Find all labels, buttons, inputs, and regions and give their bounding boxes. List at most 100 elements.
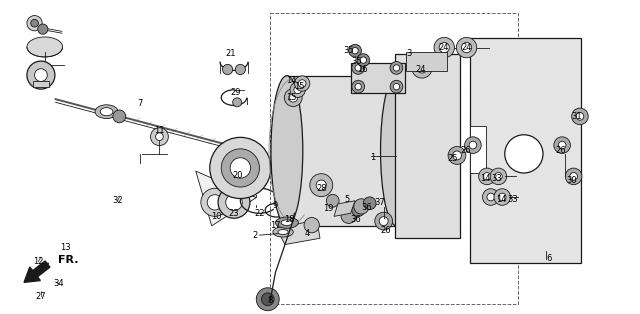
Circle shape xyxy=(221,149,259,187)
Text: 22: 22 xyxy=(254,209,265,218)
Text: 16: 16 xyxy=(356,65,367,74)
Circle shape xyxy=(256,288,279,311)
Text: 12: 12 xyxy=(33,257,44,266)
Circle shape xyxy=(439,42,449,53)
Ellipse shape xyxy=(271,76,303,226)
Circle shape xyxy=(236,64,246,74)
Text: 14: 14 xyxy=(481,174,491,183)
Circle shape xyxy=(352,62,365,74)
Circle shape xyxy=(304,218,319,233)
Text: 21: 21 xyxy=(225,49,236,58)
Circle shape xyxy=(490,168,507,185)
Text: 23: 23 xyxy=(228,209,239,218)
Text: 31: 31 xyxy=(571,112,582,121)
Circle shape xyxy=(375,212,392,230)
Text: 35: 35 xyxy=(344,46,354,55)
Text: 26: 26 xyxy=(380,226,391,235)
Circle shape xyxy=(494,189,511,205)
Text: 24: 24 xyxy=(438,43,449,52)
Circle shape xyxy=(150,128,168,146)
Polygon shape xyxy=(196,171,256,226)
Circle shape xyxy=(456,37,477,58)
Bar xyxy=(470,38,581,263)
Circle shape xyxy=(417,63,427,73)
Circle shape xyxy=(483,189,499,205)
Circle shape xyxy=(261,293,274,306)
Text: 36: 36 xyxy=(350,215,361,224)
Text: 17: 17 xyxy=(270,221,281,230)
Text: 8: 8 xyxy=(268,296,273,305)
Circle shape xyxy=(349,44,362,57)
Bar xyxy=(270,13,518,304)
Circle shape xyxy=(31,19,38,27)
Circle shape xyxy=(570,173,577,180)
Bar xyxy=(406,52,447,71)
Circle shape xyxy=(156,133,163,140)
Bar xyxy=(351,63,404,93)
Circle shape xyxy=(380,217,388,225)
Circle shape xyxy=(341,208,356,224)
Circle shape xyxy=(284,89,302,106)
Circle shape xyxy=(290,82,305,97)
Bar xyxy=(287,76,396,226)
Circle shape xyxy=(35,69,47,81)
Circle shape xyxy=(360,57,367,63)
Text: 18: 18 xyxy=(284,215,295,224)
Circle shape xyxy=(294,86,301,94)
Text: 3: 3 xyxy=(406,49,412,58)
Circle shape xyxy=(364,197,376,210)
Circle shape xyxy=(201,188,229,216)
Ellipse shape xyxy=(27,37,63,57)
Text: FR.: FR. xyxy=(58,255,79,265)
Circle shape xyxy=(352,80,365,93)
Text: 6: 6 xyxy=(547,254,552,263)
Bar xyxy=(33,81,49,87)
Circle shape xyxy=(226,194,243,211)
Circle shape xyxy=(469,141,477,149)
Circle shape xyxy=(298,80,306,87)
Circle shape xyxy=(355,65,362,71)
Circle shape xyxy=(412,58,432,78)
Ellipse shape xyxy=(95,105,118,119)
Text: 36: 36 xyxy=(361,203,372,212)
Circle shape xyxy=(352,47,358,54)
Text: 29: 29 xyxy=(230,89,241,97)
Text: 24: 24 xyxy=(415,65,426,74)
Text: 15: 15 xyxy=(294,82,304,91)
Circle shape xyxy=(495,173,502,180)
Text: 19: 19 xyxy=(323,204,333,213)
FancyArrow shape xyxy=(24,261,50,282)
Circle shape xyxy=(558,141,566,149)
Ellipse shape xyxy=(278,230,288,235)
Circle shape xyxy=(27,61,55,89)
Circle shape xyxy=(572,108,588,125)
Circle shape xyxy=(452,151,461,160)
Text: 13: 13 xyxy=(60,243,70,252)
Ellipse shape xyxy=(275,217,298,228)
Circle shape xyxy=(294,76,310,91)
Circle shape xyxy=(233,98,242,107)
Circle shape xyxy=(210,137,271,198)
Text: 20: 20 xyxy=(232,171,243,180)
Circle shape xyxy=(230,158,250,178)
Ellipse shape xyxy=(273,227,293,237)
Text: 7: 7 xyxy=(138,99,143,108)
Circle shape xyxy=(505,135,543,173)
Circle shape xyxy=(393,84,399,90)
Polygon shape xyxy=(334,201,355,216)
Text: 2: 2 xyxy=(252,231,258,240)
Text: 4: 4 xyxy=(305,229,310,238)
Circle shape xyxy=(38,24,48,34)
Bar xyxy=(395,54,460,238)
Circle shape xyxy=(352,204,365,217)
Text: 25: 25 xyxy=(447,154,458,163)
Circle shape xyxy=(479,168,495,185)
Text: 26: 26 xyxy=(460,146,470,155)
Ellipse shape xyxy=(381,76,412,226)
Text: 28: 28 xyxy=(317,184,327,193)
Circle shape xyxy=(483,173,491,180)
Circle shape xyxy=(390,62,403,74)
Text: 5: 5 xyxy=(345,195,350,204)
Polygon shape xyxy=(276,219,320,245)
Text: 14: 14 xyxy=(286,76,296,85)
